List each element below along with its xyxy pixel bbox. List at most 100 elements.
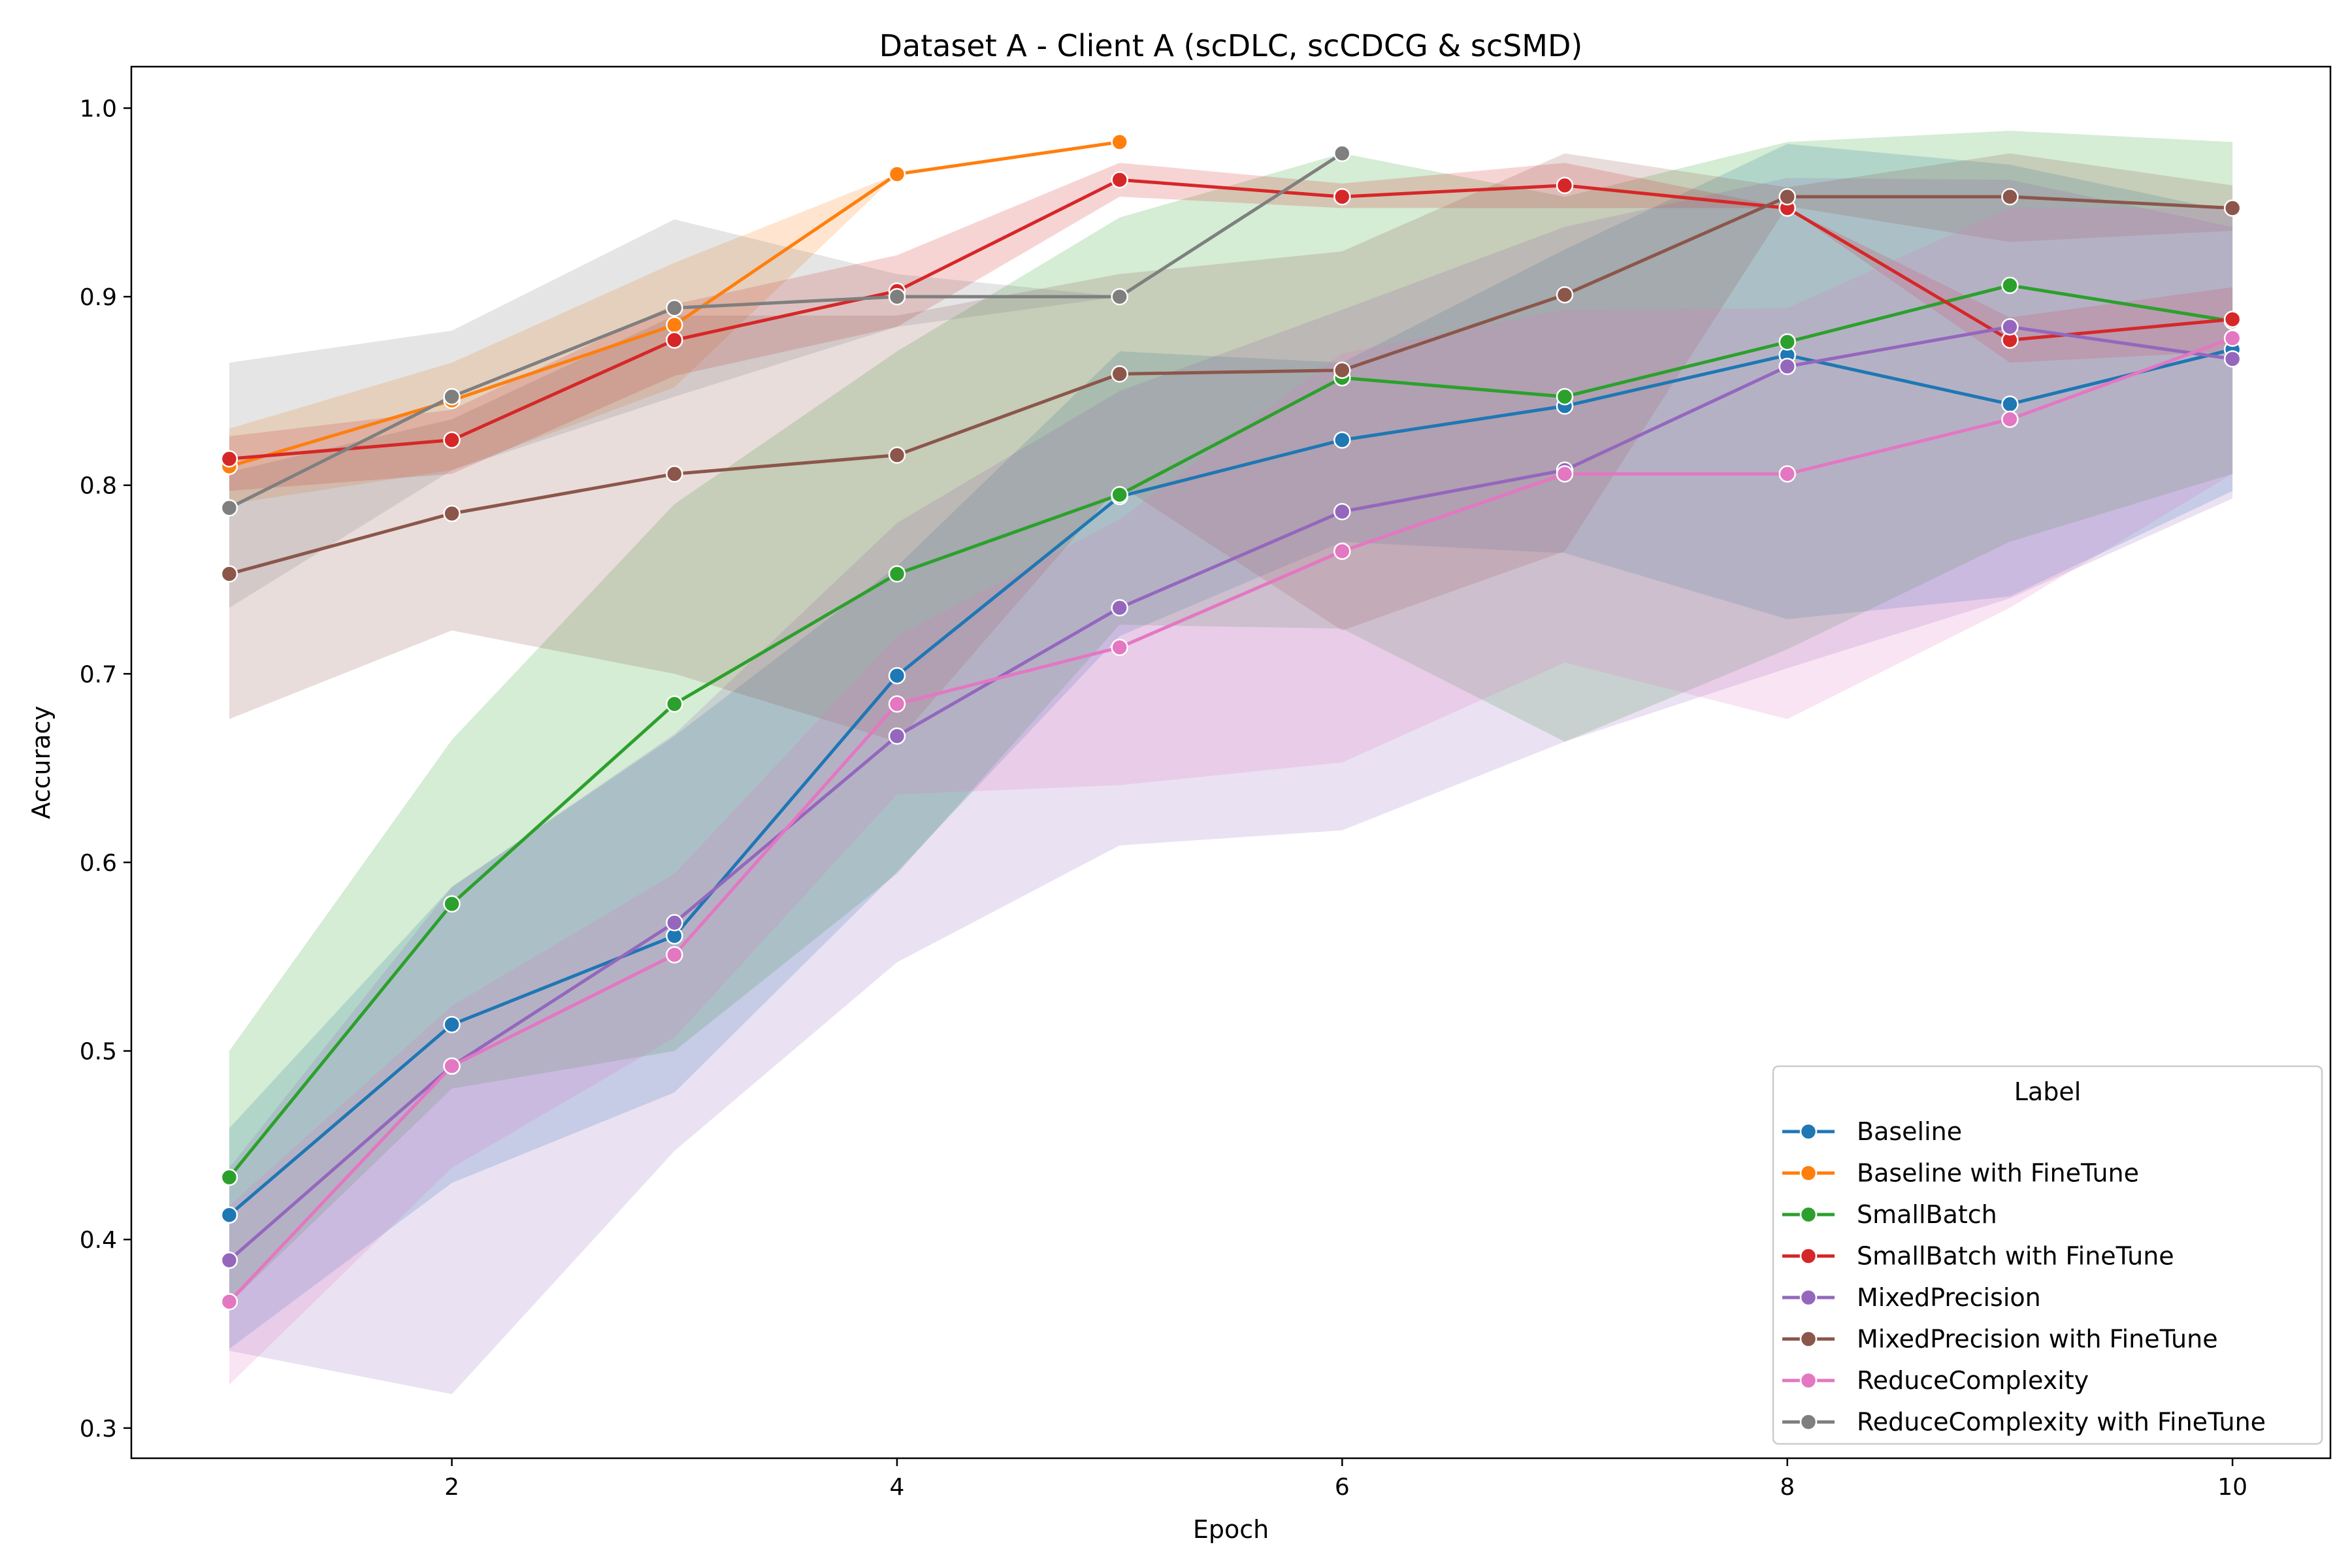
point-series-4-4	[1111, 599, 1128, 617]
plot-frame	[130, 65, 2332, 1460]
point-series-5-9	[2223, 199, 2242, 217]
legend-marker-3	[1799, 1247, 1818, 1265]
legend-marker-6	[1799, 1371, 1818, 1390]
x-axis: 2 4 6 8 10	[444, 1458, 2247, 1501]
legend-entry-3: SmallBatch with FineTune	[1857, 1242, 2174, 1271]
x-tick-label-0: 2	[444, 1474, 459, 1501]
legend-marker-7	[1799, 1413, 1818, 1431]
point-series-2-3	[888, 565, 906, 583]
point-series-2-4	[1111, 485, 1128, 504]
x-axis-label: Epoch	[1193, 1515, 1269, 1544]
legend-marker-0	[1799, 1122, 1818, 1141]
point-series-5-3	[888, 446, 906, 464]
x-tick-label-3: 8	[1780, 1474, 1795, 1501]
band-series-2	[229, 131, 2233, 1304]
legend-entry-1: Baseline with FineTune	[1857, 1159, 2139, 1188]
y-tick-label-1: 0.4	[80, 1227, 117, 1254]
band-series-5	[229, 153, 2233, 742]
point-series-5-2	[666, 465, 683, 483]
legend-marker-1	[1799, 1164, 1818, 1182]
point-series-6-5	[1333, 542, 1351, 560]
point-series-4-3	[888, 727, 906, 745]
point-series-0-0	[220, 1206, 238, 1224]
point-series-6-9	[2223, 329, 2242, 347]
point-series-6-8	[2001, 410, 2019, 428]
point-series-6-3	[888, 695, 906, 713]
point-series-3-9	[2223, 310, 2242, 328]
y-tick-label-0: 0.3	[80, 1416, 117, 1443]
band-series-6	[229, 208, 2233, 1385]
point-series-0-8	[2001, 395, 2019, 413]
point-series-7-4	[1111, 287, 1128, 306]
line-series-4	[227, 325, 2234, 1262]
point-series-7-5	[1333, 144, 1351, 163]
point-series-0-3	[888, 666, 906, 685]
line-series-3	[227, 178, 2234, 461]
point-series-2-1	[443, 895, 461, 913]
band-series-7	[229, 153, 1343, 608]
point-series-6-7	[1778, 465, 1796, 483]
point-series-6-6	[1556, 465, 1574, 483]
point-series-3-6	[1556, 176, 1574, 195]
y-tick-label-7: 1.0	[80, 95, 117, 122]
line-series-6	[227, 336, 2234, 1303]
series-markers	[220, 133, 2242, 1311]
point-series-2-7	[1778, 333, 1796, 351]
point-series-0-1	[443, 1015, 461, 1034]
point-series-5-4	[1111, 365, 1128, 383]
point-series-5-7	[1778, 188, 1796, 206]
x-tick-label-4: 10	[2217, 1474, 2247, 1501]
x-tick-label-2: 6	[1335, 1474, 1350, 1501]
legend-entry-5: MixedPrecision with FineTune	[1857, 1325, 2218, 1354]
legend: Label Baseline Baseline with FineTune Small…	[1772, 1065, 2323, 1445]
point-series-2-8	[2001, 276, 2019, 295]
legend-marker-5	[1799, 1330, 1818, 1348]
line-series-2	[227, 284, 2234, 1179]
point-series-7-2	[666, 299, 683, 317]
point-series-6-4	[1111, 638, 1128, 657]
point-series-2-2	[666, 695, 683, 713]
point-series-5-0	[220, 565, 238, 583]
point-series-4-8	[2001, 318, 2019, 336]
point-series-3-4	[1111, 171, 1128, 189]
point-series-6-2	[666, 946, 683, 964]
legend-entry-2: SmallBatch	[1857, 1200, 1997, 1229]
point-series-4-7	[1778, 357, 1796, 376]
point-series-6-1	[443, 1057, 461, 1075]
legend-box	[1772, 1065, 2323, 1445]
point-series-2-0	[220, 1168, 238, 1186]
x-tick-label-1: 4	[890, 1474, 905, 1501]
point-series-3-1	[443, 431, 461, 449]
point-series-7-0	[220, 499, 238, 517]
line-series-0	[227, 348, 2234, 1217]
legend-entry-6: ReduceComplexity	[1857, 1366, 2089, 1395]
legend-entry-7: ReduceComplexity with FineTune	[1857, 1408, 2266, 1437]
point-series-5-8	[2001, 188, 2019, 206]
point-series-4-2	[666, 914, 683, 932]
y-tick-label-5: 0.8	[80, 473, 117, 500]
point-series-0-5	[1333, 431, 1351, 449]
series-lines	[227, 140, 2234, 1303]
y-axis-label: Accuracy	[27, 706, 56, 819]
point-series-4-5	[1333, 502, 1351, 521]
band-series-4	[229, 178, 2233, 1394]
point-series-2-6	[1556, 387, 1574, 406]
point-series-5-1	[443, 504, 461, 523]
point-series-1-2	[666, 316, 683, 334]
point-series-7-1	[443, 387, 461, 406]
point-series-5-5	[1333, 361, 1351, 379]
point-series-3-2	[666, 331, 683, 349]
line-series-7	[227, 152, 1344, 510]
legend-marker-2	[1799, 1205, 1818, 1224]
legend-entry-4: MixedPrecision	[1857, 1283, 2041, 1312]
point-series-3-5	[1333, 188, 1351, 206]
point-series-4-9	[2223, 350, 2242, 368]
point-series-5-6	[1556, 286, 1574, 304]
y-axis: 0.3 0.4 0.5 0.6 0.7 0.8 0.9 1.0	[80, 95, 131, 1443]
y-tick-label-3: 0.6	[80, 850, 117, 877]
y-tick-label-4: 0.7	[80, 661, 117, 688]
point-series-7-3	[888, 287, 906, 306]
point-series-3-0	[220, 450, 238, 468]
band-series-0	[229, 144, 2233, 1349]
